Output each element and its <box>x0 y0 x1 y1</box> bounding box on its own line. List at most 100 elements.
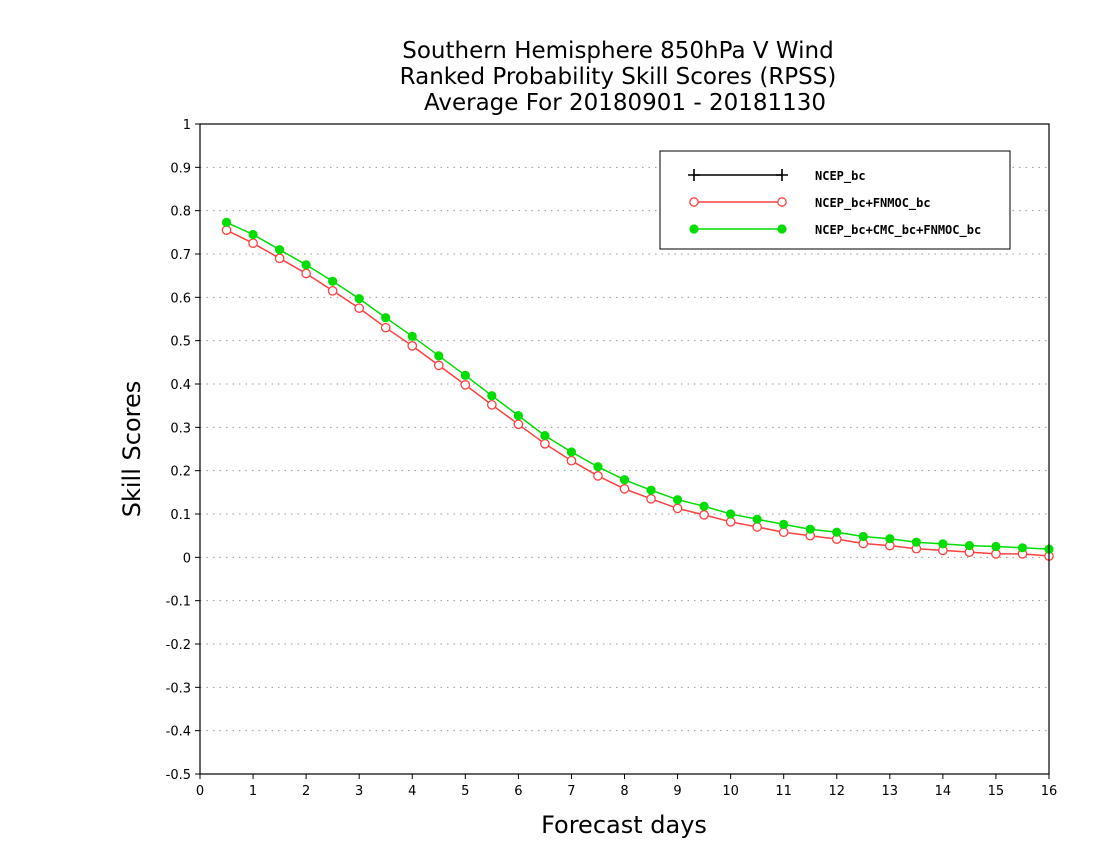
data-point <box>434 351 444 361</box>
legend-marker <box>776 169 788 181</box>
legend-box <box>659 150 1011 250</box>
y-tick-label: 0 <box>183 551 191 566</box>
title-line-1: Southern Hemisphere 850hPa V Wind <box>402 38 833 64</box>
chart-title: Southern Hemisphere 850hPa V Wind Ranked… <box>400 38 837 116</box>
legend: NCEP_bc NCEP_bc+FNMOC_bc NCEP_bc+CMC_bc+FN… <box>659 150 1011 250</box>
x-tick-label: 2 <box>302 784 310 799</box>
data-point <box>513 419 524 430</box>
data-point <box>911 537 921 547</box>
data-point <box>380 322 391 333</box>
data-point <box>221 225 232 236</box>
data-point <box>805 524 815 534</box>
data-point <box>699 510 709 520</box>
y-tick-label: 0.7 <box>170 248 191 263</box>
series-line <box>226 229 1050 557</box>
data-point <box>301 268 311 279</box>
data-point <box>460 370 470 380</box>
y-tick-label: -0.4 <box>166 725 191 740</box>
plot-series <box>221 217 1054 561</box>
x-tick-label: 5 <box>461 784 469 799</box>
data-point <box>593 462 603 472</box>
x-tick-label: 7 <box>567 784 575 799</box>
legend-marker <box>689 197 699 207</box>
data-point <box>248 229 258 240</box>
data-point <box>672 495 683 505</box>
y-tick-label: 0.4 <box>170 378 191 393</box>
data-point <box>752 514 762 524</box>
data-point <box>407 341 418 351</box>
grid <box>200 166 1049 732</box>
x-tick-label: 11 <box>775 784 792 799</box>
x-tick-label: 12 <box>828 784 845 799</box>
legend-marker <box>689 224 699 234</box>
x-tick-label: 8 <box>620 784 628 799</box>
data-point <box>274 253 285 264</box>
data-point <box>221 217 232 227</box>
x-tick-label: 3 <box>355 784 363 799</box>
y-tick-label: -0.3 <box>166 681 191 696</box>
legend-label: NCEP_bc <box>815 169 866 184</box>
data-point <box>328 276 338 286</box>
data-point <box>566 455 577 466</box>
data-point <box>991 541 1001 552</box>
data-point <box>433 360 444 371</box>
y-tick-label: -0.1 <box>166 595 191 610</box>
data-point <box>513 411 523 421</box>
y-tick-label: -0.5 <box>166 768 191 783</box>
data-point <box>726 509 736 519</box>
x-tick-label: 10 <box>722 784 739 799</box>
y-tick-label: 0.3 <box>170 421 191 436</box>
data-point <box>938 539 948 549</box>
y-tick-label: 0.5 <box>170 335 191 350</box>
title-line-2: Ranked Probability Skill Scores (RPSS) <box>400 64 837 90</box>
data-point <box>779 519 789 530</box>
data-point <box>885 534 895 544</box>
data-point <box>646 493 656 504</box>
data-point <box>699 501 709 511</box>
y-tick-label: 0.9 <box>170 161 191 176</box>
data-point <box>646 485 656 495</box>
y-tick-label: 0.8 <box>170 205 191 220</box>
axis-ticks: 1 0.9 0.8 0.7 0.6 0.5 0.4 0.3 0.2 0.1 0 -0.1 -0.2 -0.… <box>166 118 1058 799</box>
data-point <box>354 303 365 314</box>
data-point <box>566 447 577 457</box>
data-point <box>460 380 471 390</box>
data-point <box>327 285 338 296</box>
x-tick-label: 13 <box>882 784 899 799</box>
legend-marker <box>777 224 787 234</box>
x-tick-label: 1 <box>249 784 257 799</box>
data-point <box>619 484 630 494</box>
x-tick-label: 16 <box>1041 784 1058 799</box>
x-tick-label: 15 <box>988 784 1005 799</box>
y-tick-label: 0.2 <box>170 465 191 480</box>
x-tick-label: 0 <box>196 784 204 799</box>
data-point <box>301 260 311 270</box>
legend-marker <box>777 197 787 207</box>
data-point <box>487 391 497 401</box>
data-point <box>778 527 789 538</box>
y-tick-label: 0.1 <box>170 508 191 523</box>
y-tick-label: 1 <box>183 118 191 133</box>
legend-label: NCEP_bc+FNMOC_bc <box>815 196 931 211</box>
data-point <box>725 516 736 527</box>
data-point <box>381 313 391 323</box>
legend-marker <box>688 169 700 181</box>
data-point <box>1017 543 1028 553</box>
x-tick-label: 6 <box>514 784 522 799</box>
data-point <box>540 438 550 449</box>
data-point <box>672 503 683 514</box>
y-tick-label: 0.6 <box>170 291 191 306</box>
data-point <box>964 541 975 551</box>
title-line-3: Average For 20180901 - 20181130 <box>424 90 826 116</box>
data-point <box>274 245 285 255</box>
data-point <box>752 522 763 532</box>
data-point <box>354 294 364 304</box>
data-point <box>832 527 842 537</box>
data-point <box>540 430 550 441</box>
x-axis-label: Forecast days <box>541 811 707 839</box>
series-line <box>226 221 1050 550</box>
x-tick-label: 9 <box>673 784 681 799</box>
legend-label: NCEP_bc+CMC_bc+FNMOC_bc <box>815 223 981 238</box>
y-axis-label: Skill Scores <box>118 381 146 518</box>
x-tick-label: 4 <box>408 784 416 799</box>
